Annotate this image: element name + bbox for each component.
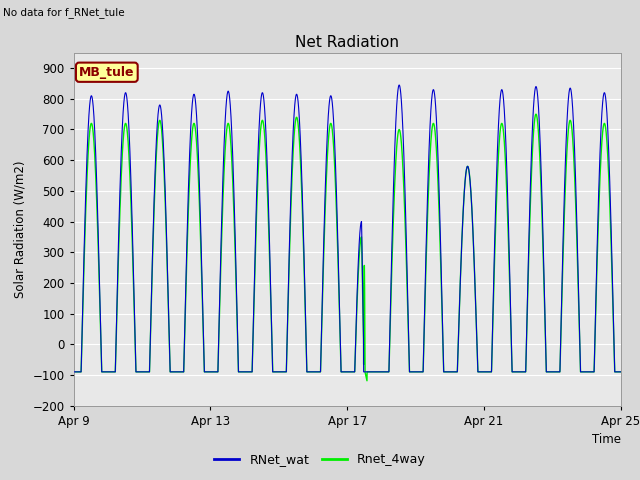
Rnet_4way	[191, 122, 198, 128]
Line: Rnet_4way: Rnet_4way	[74, 114, 640, 381]
RNet_wat	[427, 108, 435, 113]
Text: MB_tule: MB_tule	[79, 66, 134, 79]
Rnet_4way	[427, 139, 435, 144]
RNet_wat	[163, 222, 170, 228]
X-axis label: Time: Time	[592, 433, 621, 446]
Rnet_4way	[123, 123, 131, 129]
RNet_wat	[70, 369, 77, 375]
Rnet_4way	[163, 231, 170, 237]
Rnet_4way	[532, 111, 540, 117]
Y-axis label: Solar Radiation (W/m2): Solar Radiation (W/m2)	[14, 160, 27, 298]
Rnet_4way	[485, 369, 493, 375]
Rnet_4way	[421, 310, 429, 315]
RNet_wat	[421, 301, 429, 307]
Rnet_4way	[70, 369, 77, 375]
RNet_wat	[485, 369, 493, 375]
RNet_wat	[396, 82, 403, 88]
Text: No data for f_RNet_tule: No data for f_RNet_tule	[3, 7, 125, 18]
RNet_wat	[191, 93, 198, 99]
Line: RNet_wat: RNet_wat	[74, 85, 640, 372]
Legend: RNet_wat, Rnet_4way: RNet_wat, Rnet_4way	[209, 448, 431, 471]
Title: Net Radiation: Net Radiation	[295, 35, 399, 50]
RNet_wat	[123, 93, 131, 99]
Rnet_4way	[363, 378, 371, 384]
